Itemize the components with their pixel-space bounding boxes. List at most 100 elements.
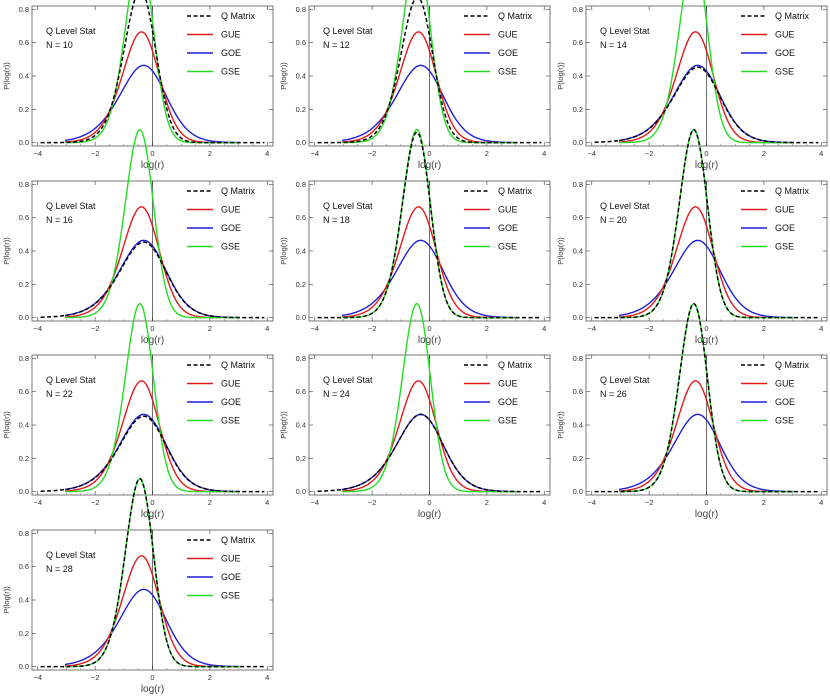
x-tick-label: −2 xyxy=(91,498,100,507)
y-axis-label: P(log(r)) xyxy=(279,62,288,90)
legend-label: GOE xyxy=(775,48,795,58)
legend-label: GSE xyxy=(775,416,794,426)
x-tick-label: 4 xyxy=(265,498,269,507)
x-tick-label: 4 xyxy=(542,324,546,333)
y-axis-label: P(log(r)) xyxy=(556,411,565,439)
y-tick-label: 0.6 xyxy=(19,387,29,396)
chart-svg: −4 −2 0 2 4 0.0 0.2 0.4 0.6 0.8 log(r) P(log(r)) Q L… xyxy=(2,302,274,520)
legend-label: GUE xyxy=(221,553,241,563)
annotation-title: Q Level Stat xyxy=(46,201,96,211)
x-tick-label: −4 xyxy=(310,498,319,507)
x-tick-label: −4 xyxy=(33,149,42,158)
annotation-title: Q Level Stat xyxy=(46,26,96,36)
series-line-goe xyxy=(341,239,518,318)
series-line-q-matrix xyxy=(317,0,542,144)
x-tick-label: 4 xyxy=(819,498,823,507)
legend-label: GSE xyxy=(221,67,240,77)
annotation-n-label: N = 18 xyxy=(323,215,350,225)
x-tick-label: 4 xyxy=(265,149,269,158)
chart-panel: −4 −2 0 2 4 0.0 0.2 0.4 0.6 0.8 log(r) P(log(r)) Q L… xyxy=(0,128,276,349)
x-tick-label: 4 xyxy=(819,324,823,333)
x-tick-label: 2 xyxy=(762,324,766,333)
annotation-n-label: N = 26 xyxy=(600,389,627,399)
legend-label: GUE xyxy=(775,30,795,40)
legend-label: GUE xyxy=(221,379,241,389)
y-tick-label: 0.8 xyxy=(19,354,29,363)
legend-label: GSE xyxy=(498,416,517,426)
x-tick-label: 4 xyxy=(265,324,269,333)
x-tick-label: −2 xyxy=(645,324,654,333)
annotation-n-label: N = 28 xyxy=(46,564,73,574)
series-line-gse xyxy=(341,302,518,493)
x-tick-label: −4 xyxy=(310,324,319,333)
x-tick-label: −2 xyxy=(645,149,654,158)
x-tick-label: 0 xyxy=(704,324,708,333)
y-tick-label: 0.8 xyxy=(19,5,29,14)
legend-label: GUE xyxy=(775,379,795,389)
series-line-goe xyxy=(341,64,518,144)
series-line-q-matrix xyxy=(40,0,265,144)
y-tick-label: 0.8 xyxy=(296,5,306,14)
x-tick-label: 2 xyxy=(208,498,212,507)
x-tick-label: 0 xyxy=(427,149,431,158)
y-axis-label: P(log(r)) xyxy=(556,62,565,90)
annotation-title: Q Level Stat xyxy=(46,375,96,385)
y-tick-label: 0.6 xyxy=(296,38,306,47)
y-tick-label: 0.4 xyxy=(573,72,583,81)
x-tick-label: −2 xyxy=(368,498,377,507)
y-tick-label: 0.0 xyxy=(19,313,29,322)
y-tick-label: 0.2 xyxy=(573,279,583,288)
legend-label: GOE xyxy=(221,223,241,233)
x-tick-label: 4 xyxy=(265,673,269,682)
x-tick-label: −4 xyxy=(587,324,596,333)
chart-panel: −4 −2 0 2 4 0.0 0.2 0.4 0.6 0.8 log(r) P(log(r)) Q L… xyxy=(554,0,830,174)
x-tick-label: −2 xyxy=(645,498,654,507)
y-tick-label: 0.0 xyxy=(573,313,583,322)
legend-label: Q Matrix xyxy=(498,360,533,370)
legend-label: Q Matrix xyxy=(775,11,810,21)
x-tick-label: 2 xyxy=(485,149,489,158)
y-tick-label: 0.2 xyxy=(19,279,29,288)
annotation-n-label: N = 14 xyxy=(600,40,627,50)
y-tick-label: 0.0 xyxy=(19,138,29,147)
y-tick-label: 0.8 xyxy=(19,179,29,188)
chart-svg: −4 −2 0 2 4 0.0 0.2 0.4 0.6 0.8 log(r) P(log(r)) Q L… xyxy=(2,477,274,695)
x-axis-label: log(r) xyxy=(695,160,718,171)
y-tick-label: 0.4 xyxy=(573,246,583,255)
y-tick-label: 0.6 xyxy=(573,38,583,47)
chart-svg: −4 −2 0 2 4 0.0 0.2 0.4 0.6 0.8 log(r) P(log(r)) Q L… xyxy=(556,0,828,171)
legend-label: GSE xyxy=(221,241,240,251)
x-tick-label: 2 xyxy=(208,673,212,682)
legend-label: GUE xyxy=(498,379,518,389)
x-tick-label: 2 xyxy=(762,498,766,507)
chart-svg: −4 −2 0 2 4 0.0 0.2 0.4 0.6 0.8 log(r) P(log(r)) Q L… xyxy=(556,302,828,520)
x-axis-label: log(r) xyxy=(141,160,164,171)
y-tick-label: 0.8 xyxy=(19,528,29,537)
annotation-title: Q Level Stat xyxy=(323,375,373,385)
x-tick-label: −4 xyxy=(33,498,42,507)
annotation-title: Q Level Stat xyxy=(323,26,373,36)
y-tick-label: 0.0 xyxy=(19,662,29,671)
x-tick-label: −4 xyxy=(33,673,42,682)
legend-label: GUE xyxy=(498,204,518,214)
y-tick-label: 0.6 xyxy=(19,213,29,222)
y-tick-label: 0.0 xyxy=(573,487,583,496)
y-tick-label: 0.8 xyxy=(296,179,306,188)
y-tick-label: 0.6 xyxy=(573,387,583,396)
y-tick-label: 0.6 xyxy=(296,387,306,396)
y-tick-label: 0.2 xyxy=(19,105,29,114)
legend-label: GSE xyxy=(221,590,240,600)
y-tick-label: 0.6 xyxy=(296,213,306,222)
annotation-title: Q Level Stat xyxy=(323,201,373,211)
x-axis-label: log(r) xyxy=(695,509,718,520)
y-tick-label: 0.2 xyxy=(296,105,306,114)
y-tick-label: 0.6 xyxy=(19,562,29,571)
series-line-goe xyxy=(64,64,241,144)
annotation-title: Q Level Stat xyxy=(46,550,96,560)
x-tick-label: 0 xyxy=(150,673,154,682)
legend-label: Q Matrix xyxy=(498,186,533,196)
y-axis-label: P(log(r)) xyxy=(2,585,11,613)
legend-label: Q Matrix xyxy=(221,186,256,196)
x-axis-label: log(r) xyxy=(418,509,441,520)
y-tick-label: 0.4 xyxy=(296,421,306,430)
